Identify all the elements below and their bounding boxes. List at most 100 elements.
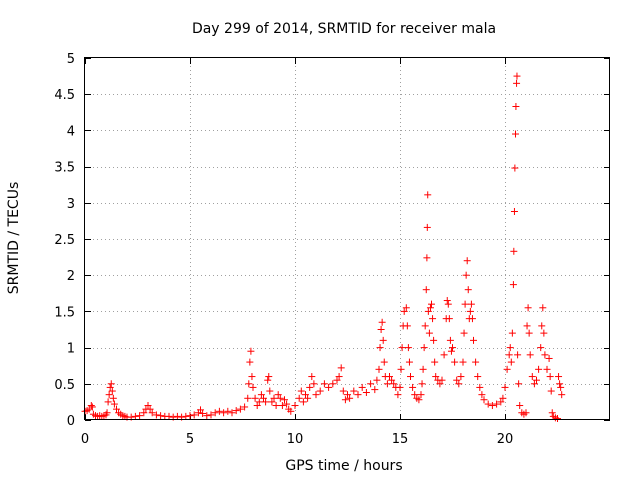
data-point [246,358,254,366]
data-point [113,405,120,413]
data-point [409,383,417,391]
y-tick-label: 2.5 [54,233,75,248]
data-point [555,373,563,381]
data-point [106,383,114,391]
data-point [375,365,383,373]
data-point [367,380,375,388]
x-tick-label: 15 [392,432,409,447]
data-point [380,358,388,366]
data-point [281,396,288,404]
data-point [268,398,276,406]
data-point [423,254,431,262]
data-point [470,336,477,344]
data-point [304,394,312,402]
data-point [556,380,564,388]
data-point [404,344,412,352]
data-point [146,405,154,413]
data-point [316,387,324,395]
data-point [424,307,432,315]
data-point [547,387,555,395]
axis-ticks [85,58,610,421]
x-tick-label: 0 [81,432,89,447]
data-point [376,344,384,352]
data-point [507,358,515,366]
data-point [509,281,517,289]
data-point [446,336,454,344]
data-point [462,271,470,279]
data-point [306,383,314,391]
data-point [312,391,320,399]
data-point [283,400,291,408]
data-point [525,329,533,337]
y-tick-label: 1.5 [54,305,75,320]
data-point [278,402,286,410]
data-point [207,411,215,419]
data-point [546,373,554,381]
data-point [320,380,328,388]
data-points [81,72,566,423]
data-point [472,358,480,366]
y-tick-label: 2 [67,269,75,284]
data-point [474,373,482,381]
data-point [383,380,391,388]
data-point [510,207,518,215]
data-point [515,380,523,388]
data-point [339,387,347,395]
data-point [220,409,228,417]
data-point [152,411,160,419]
y-axis-label: SRMTID / TECUs [6,182,22,295]
data-point [407,373,414,381]
data-point [350,387,358,395]
data-point [388,376,396,384]
y-tick-label: 0.5 [54,378,75,393]
chart-title: Day 299 of 2014, SRMTID for receiver mal… [192,21,496,37]
data-point [538,322,546,330]
x-axis-label: GPS time / hours [285,458,402,474]
data-point [445,315,453,323]
data-point [420,344,428,352]
data-point [424,191,432,199]
data-point [419,365,427,373]
data-point [211,409,219,417]
data-point [186,412,194,420]
data-point [557,383,565,391]
data-point [354,391,362,399]
data-point [215,407,223,415]
data-point [291,402,299,410]
data-point [430,336,438,344]
data-point [493,400,501,408]
data-point [197,406,204,414]
data-point [422,286,430,294]
data-point [236,405,244,413]
data-point [266,387,274,395]
data-point [402,304,410,312]
data-point [232,407,240,415]
data-point [512,130,519,138]
data-point [373,376,381,384]
data-point [438,376,446,384]
data-point [510,247,518,255]
data-point [295,394,303,402]
data-point [224,407,232,415]
data-point [260,394,267,402]
data-point [447,347,455,355]
data-point [511,164,519,172]
data-point [173,412,181,420]
data-point [165,412,173,420]
data-point [272,402,280,410]
data-point [308,373,316,381]
data-point [248,373,256,381]
data-point [190,411,198,419]
data-point [426,304,434,312]
data-point [341,396,349,404]
data-point [104,398,112,406]
data-point [378,318,386,326]
data-point [428,300,435,308]
data-point [394,391,402,399]
data-point [390,380,398,388]
data-point [244,394,252,402]
data-point [503,365,511,373]
data-point [397,365,405,373]
data-point [463,257,471,265]
data-point [526,351,534,359]
